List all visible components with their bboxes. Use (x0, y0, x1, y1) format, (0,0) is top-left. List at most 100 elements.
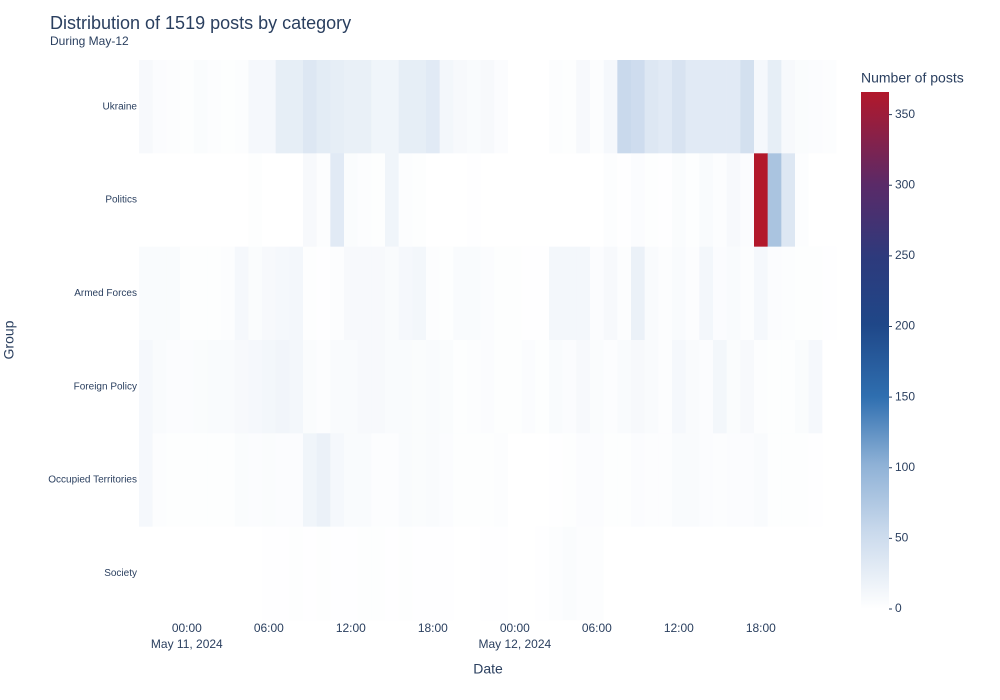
heatmap-cell (221, 153, 235, 247)
heatmap-cell (808, 246, 823, 341)
colorbar-tick-label: 0 (895, 601, 902, 615)
heatmap-cell (330, 340, 345, 434)
heatmap-cell (603, 153, 618, 247)
heatmap-cell (808, 433, 823, 527)
heatmap-cell (576, 246, 591, 341)
heatmap-cell (357, 433, 372, 527)
heatmap-cell (221, 433, 235, 527)
heatmap-cell (221, 60, 235, 154)
heatmap-cell (808, 340, 823, 434)
heatmap-cell (644, 433, 659, 527)
heatmap-cell (180, 246, 194, 341)
heatmap-cell (480, 153, 495, 247)
heatmap-cell (398, 526, 413, 621)
heatmap-cell (234, 60, 249, 154)
heatmap-cell (480, 246, 495, 341)
heatmap-cell (262, 60, 276, 154)
heatmap-cell (699, 433, 714, 527)
heatmap-cell (672, 433, 686, 527)
heatmap-cell (262, 433, 276, 527)
heatmap-cell (535, 433, 550, 527)
heatmap-cell (193, 153, 208, 247)
heatmap-cell (562, 246, 577, 341)
colorbar-title: Number of posts (861, 70, 964, 86)
heatmap-cell (207, 340, 222, 434)
heatmap-cell (795, 246, 809, 341)
heatmap-cell (617, 60, 632, 154)
heatmap-cell (439, 526, 454, 621)
heatmap-cell (480, 340, 495, 434)
heatmap-cell (467, 433, 481, 527)
heatmap-cell (521, 340, 536, 434)
heatmap-cell (576, 153, 591, 247)
heatmap-cell (453, 60, 468, 154)
heatmap-cell (207, 433, 222, 527)
colorbar (861, 92, 889, 609)
heatmap-cell (672, 60, 686, 154)
heatmap-cell (658, 60, 673, 154)
heatmap-cell (412, 153, 427, 247)
heatmap-cell (453, 526, 468, 621)
heatmap-cell (767, 526, 782, 621)
heatmap-cell (795, 526, 809, 621)
heatmap-cell (275, 246, 290, 341)
heatmap-cell (426, 153, 440, 247)
heatmap-cell (385, 60, 399, 154)
heatmap-cell (631, 433, 645, 527)
y-tick-label: Society (104, 568, 137, 579)
heatmap-cell (658, 153, 673, 247)
heatmap-cell (480, 526, 495, 621)
heatmap-cell (412, 526, 427, 621)
heatmap-cell (453, 153, 468, 247)
heatmap-cell (726, 526, 741, 621)
heatmap-cell (767, 246, 782, 341)
heatmap-cell (262, 526, 276, 621)
heatmap-cell (754, 60, 768, 154)
heatmap-cell (590, 60, 604, 154)
heatmap-cell (740, 340, 755, 434)
heatmap-cell (562, 60, 577, 154)
heatmap-cell (357, 340, 372, 434)
colorbar-tick-label: 250 (895, 248, 915, 262)
heatmap-cell (371, 246, 386, 341)
heatmap-cell (754, 340, 768, 434)
heatmap-cell (562, 526, 577, 621)
heatmap-cell (494, 526, 509, 621)
heatmap-cell (603, 60, 618, 154)
chart-title: Distribution of 1519 posts by category (50, 13, 351, 33)
heatmap-cell (330, 60, 345, 154)
heatmap-cell (549, 153, 563, 247)
heatmap-cell (808, 60, 823, 154)
colorbar-tick-label: 50 (895, 531, 909, 545)
heatmap-cell (617, 340, 632, 434)
x-tick-label: 06:00 (582, 621, 612, 635)
heatmap-cell (685, 526, 700, 621)
heatmap-cell (822, 340, 837, 434)
x-tick-label: 18:00 (746, 621, 776, 635)
heatmap-cell (726, 153, 741, 247)
heatmap-cell (808, 153, 823, 247)
heatmap-cell (439, 246, 454, 341)
heatmap-cell (644, 246, 659, 341)
heatmap-cell (603, 340, 618, 434)
heatmap-cell (713, 433, 727, 527)
heatmap-cell (685, 60, 700, 154)
heatmap-cell (180, 60, 194, 154)
heatmap-cell (508, 153, 522, 247)
heatmap-cell (713, 60, 727, 154)
heatmap-cell (795, 433, 809, 527)
heatmap-cell (385, 433, 399, 527)
heatmap-cell (603, 526, 618, 621)
chart-subtitle: During May-12 (50, 34, 129, 48)
heatmap-cell (275, 340, 290, 434)
heatmap-cell (439, 340, 454, 434)
heatmap-cell (781, 153, 796, 247)
heatmap-cell (699, 153, 714, 247)
heatmap-cell (535, 153, 550, 247)
heatmap-cell (658, 433, 673, 527)
heatmap-cell (535, 246, 550, 341)
heatmap-cell (685, 246, 700, 341)
heatmap-cell (713, 246, 727, 341)
x-tick-label: 06:00 (254, 621, 284, 635)
